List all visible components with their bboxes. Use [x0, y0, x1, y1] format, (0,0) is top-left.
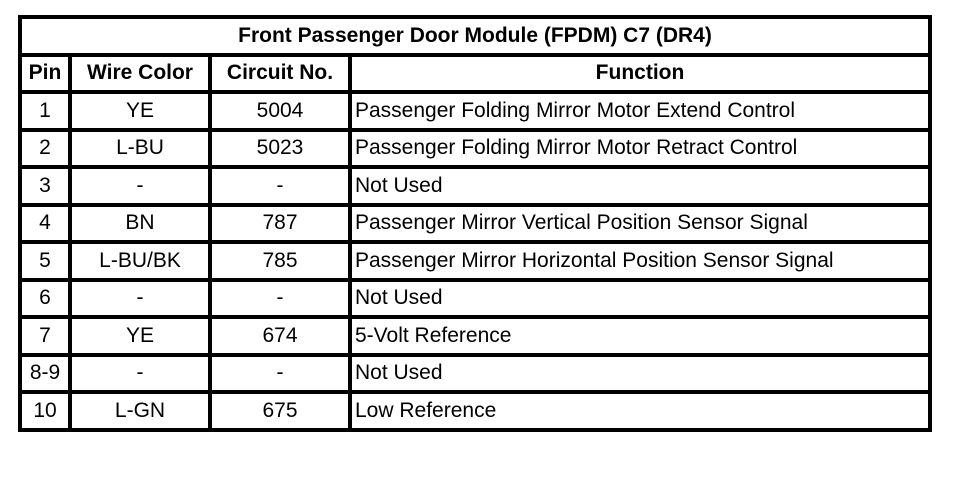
table-row: 10 L-GN 675 Low Reference — [18, 390, 932, 432]
function-cell: Passenger Folding Mirror Motor Extend Co… — [348, 90, 932, 132]
pin-cell: 10 — [18, 390, 72, 432]
circuit-no-cell: 674 — [208, 315, 352, 357]
circuit-no-cell: 675 — [208, 390, 352, 432]
wire-color-cell: L-BU/BK — [68, 240, 212, 282]
circuit-no-cell: 5023 — [208, 127, 352, 169]
function-cell: Passenger Mirror Vertical Position Senso… — [348, 202, 932, 244]
wire-color-cell: L-BU — [68, 127, 212, 169]
table-row: 1 YE 5004 Passenger Folding Mirror Motor Ex… — [18, 90, 932, 132]
circuit-no-cell: - — [208, 352, 352, 394]
pin-cell: 5 — [18, 240, 72, 282]
wire-color-cell: YE — [68, 315, 212, 357]
wire-color-cell: - — [68, 277, 212, 319]
header-row: Pin Wire Color Circuit No. Function — [18, 52, 932, 94]
table-row: 2 L-BU 5023 Passenger Folding Mirror Motor … — [18, 127, 932, 169]
function-cell: Passenger Folding Mirror Motor Retract C… — [348, 127, 932, 169]
circuit-no-cell: - — [208, 165, 352, 207]
circuit-no-cell: 787 — [208, 202, 352, 244]
function-cell: Not Used — [348, 352, 932, 394]
title-row: Front Passenger Door Module (FPDM) C7 (D… — [18, 15, 932, 57]
table-row: 8-9- - Not Used — [18, 352, 932, 394]
pin-cell: 8-9 — [18, 352, 72, 394]
table-row: 4 BN 787 Passenger Mirror Vertical Position… — [18, 202, 932, 244]
wire-color-cell: - — [68, 165, 212, 207]
pin-cell: 1 — [18, 90, 72, 132]
function-cell: Not Used — [348, 165, 932, 207]
pin-cell: 7 — [18, 315, 72, 357]
function-cell: Passenger Mirror Horizontal Position Sen… — [348, 240, 932, 282]
function-cell: Low Reference — [348, 390, 932, 432]
pin-cell: 4 — [18, 202, 72, 244]
header-wire-color: Wire Color — [68, 52, 212, 94]
function-cell: Not Used — [348, 277, 932, 319]
wire-color-cell: - — [68, 352, 212, 394]
table-row: 5 L-BU/BK 785 Passenger Mirror Horizontal P… — [18, 240, 932, 282]
wire-color-cell: YE — [68, 90, 212, 132]
table-row: 3- - Not Used — [18, 165, 932, 207]
circuit-no-cell: - — [208, 277, 352, 319]
connector-pinout-table: Front Passenger Door Module (FPDM) C7 (D… — [18, 15, 932, 432]
header-function: Function — [348, 52, 932, 94]
wire-color-cell: L-GN — [68, 390, 212, 432]
circuit-no-cell: 785 — [208, 240, 352, 282]
table-title: Front Passenger Door Module (FPDM) C7 (D… — [18, 15, 932, 57]
function-cell: 5-Volt Reference — [348, 315, 932, 357]
pin-cell: 3 — [18, 165, 72, 207]
table-row: 7 YE 674 5-Volt Reference — [18, 315, 932, 357]
wire-color-cell: BN — [68, 202, 212, 244]
header-pin: Pin — [18, 52, 72, 94]
pin-cell: 6 — [18, 277, 72, 319]
circuit-no-cell: 5004 — [208, 90, 352, 132]
header-circuit-no: Circuit No. — [208, 52, 352, 94]
table-row: 6- - Not Used — [18, 277, 932, 319]
pin-cell: 2 — [18, 127, 72, 169]
